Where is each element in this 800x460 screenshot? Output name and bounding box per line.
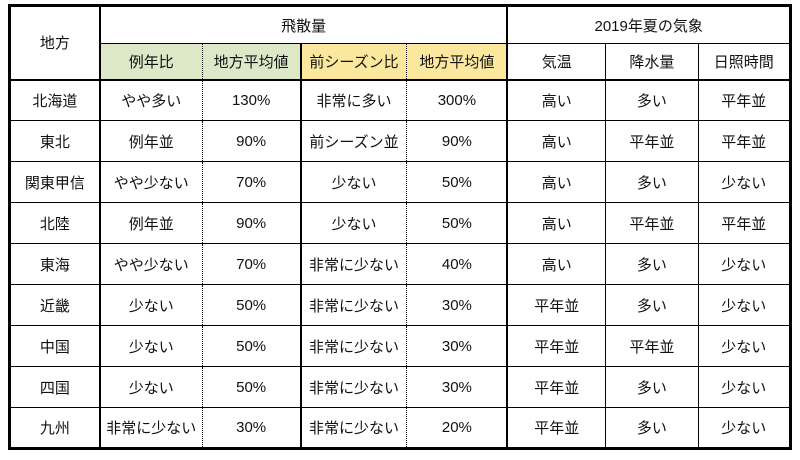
table-cell: 30% bbox=[406, 284, 509, 326]
table-cell: 平年並 bbox=[506, 284, 607, 326]
table-cell: 多い bbox=[605, 284, 699, 326]
table-row: 近畿 少ない 50% 非常に少ない 30% 平年並 多い 少ない bbox=[8, 284, 792, 326]
table-cell: 少ない bbox=[300, 161, 408, 203]
table-cell: 130% bbox=[201, 79, 302, 121]
table-cell: 50% bbox=[406, 202, 509, 244]
region-cell: 北陸 bbox=[8, 202, 101, 244]
table-cell: 90% bbox=[406, 120, 509, 162]
table-cell: 高い bbox=[506, 202, 607, 244]
header-regional-average-1: 地方平均値 bbox=[201, 43, 302, 81]
pollen-forecast-table: 地方 飛散量 2019年夏の気象 例年比 地方平均値 前シーズン比 地方平均値 … bbox=[8, 4, 792, 450]
header-precipitation: 降水量 bbox=[605, 43, 699, 81]
region-cell: 中国 bbox=[8, 325, 101, 367]
table-cell: 30% bbox=[406, 366, 509, 408]
table-cell: 高い bbox=[506, 120, 607, 162]
table-cell: 例年並 bbox=[99, 202, 203, 244]
table-cell: 平年並 bbox=[605, 202, 699, 244]
table-row: 関東甲信 やや少ない 70% 少ない 50% 高い 多い 少ない bbox=[8, 161, 792, 203]
region-cell: 九州 bbox=[8, 407, 101, 449]
header-temperature: 気温 bbox=[506, 43, 607, 81]
table-row: 北海道 やや多い 130% 非常に多い 300% 高い 多い 平年並 bbox=[8, 79, 792, 121]
table-cell: 300% bbox=[406, 79, 509, 121]
table-cell: 平年並 bbox=[605, 120, 699, 162]
table-row: 東北 例年並 90% 前シーズン並 90% 高い 平年並 平年並 bbox=[8, 120, 792, 162]
table-cell: 30% bbox=[201, 407, 302, 449]
table-cell: 50% bbox=[201, 284, 302, 326]
table-cell: 少ない bbox=[697, 366, 792, 408]
table-cell: 高い bbox=[506, 161, 607, 203]
region-cell: 近畿 bbox=[8, 284, 101, 326]
table-cell: 多い bbox=[605, 161, 699, 203]
table-row: 中国 少ない 50% 非常に少ない 30% 平年並 平年並 少ない bbox=[8, 325, 792, 367]
table-row: 北陸 例年並 90% 少ない 50% 高い 平年並 平年並 bbox=[8, 202, 792, 244]
table-header: 地方 飛散量 2019年夏の気象 例年比 地方平均値 前シーズン比 地方平均値 … bbox=[8, 5, 792, 81]
table-cell: 多い bbox=[605, 243, 699, 285]
table-cell: 例年並 bbox=[99, 120, 203, 162]
table-cell: 40% bbox=[406, 243, 509, 285]
region-cell: 北海道 bbox=[8, 79, 101, 121]
header-vs-average-year: 例年比 bbox=[99, 43, 203, 81]
header-vs-previous-season: 前シーズン比 bbox=[300, 43, 408, 81]
table-cell: 前シーズン並 bbox=[300, 120, 408, 162]
region-cell: 東海 bbox=[8, 243, 101, 285]
table-cell: 非常に少ない bbox=[300, 366, 408, 408]
table-row: 九州 非常に少ない 30% 非常に少ない 20% 平年並 多い 少ない bbox=[8, 407, 792, 449]
table-body: 北海道 やや多い 130% 非常に多い 300% 高い 多い 平年並 東北 例年並 90% 前シーズン… bbox=[8, 79, 792, 449]
table-cell: 平年並 bbox=[697, 120, 792, 162]
table-cell: 多い bbox=[605, 366, 699, 408]
table-cell: 非常に少ない bbox=[300, 325, 408, 367]
table-cell: 少ない bbox=[99, 366, 203, 408]
header-region: 地方 bbox=[8, 5, 101, 81]
region-cell: 四国 bbox=[8, 366, 101, 408]
group-header-row: 地方 飛散量 2019年夏の気象 bbox=[8, 5, 792, 81]
table-cell: 90% bbox=[201, 120, 302, 162]
table-cell: 多い bbox=[605, 407, 699, 449]
table-cell: 20% bbox=[406, 407, 509, 449]
header-regional-average-2: 地方平均値 bbox=[406, 43, 509, 81]
table-cell: 非常に少ない bbox=[300, 243, 408, 285]
table-cell: 非常に少ない bbox=[99, 407, 203, 449]
table-cell: 50% bbox=[406, 161, 509, 203]
table-cell: やや多い bbox=[99, 79, 203, 121]
header-group-dispersal: 飛散量 bbox=[99, 5, 509, 44]
table-cell: 少ない bbox=[697, 284, 792, 326]
table-cell: 少ない bbox=[99, 325, 203, 367]
table-row: 東海 やや少ない 70% 非常に少ない 40% 高い 多い 少ない bbox=[8, 243, 792, 285]
table-cell: 90% bbox=[201, 202, 302, 244]
table-cell: 少ない bbox=[697, 243, 792, 285]
table-cell: 少ない bbox=[697, 407, 792, 449]
table-cell: 平年並 bbox=[506, 407, 607, 449]
table-cell: 非常に多い bbox=[300, 79, 408, 121]
table-cell: 平年並 bbox=[697, 202, 792, 244]
table-cell: やや少ない bbox=[99, 243, 203, 285]
table-cell: 少ない bbox=[697, 161, 792, 203]
table-cell: 50% bbox=[201, 366, 302, 408]
table-cell: 平年並 bbox=[605, 325, 699, 367]
table-cell: 平年並 bbox=[506, 325, 607, 367]
table-cell: 少ない bbox=[300, 202, 408, 244]
table-cell: 高い bbox=[506, 79, 607, 121]
table-cell: 非常に少ない bbox=[300, 407, 408, 449]
table-cell: 平年並 bbox=[697, 79, 792, 121]
table-cell: 非常に少ない bbox=[300, 284, 408, 326]
table-cell: 高い bbox=[506, 243, 607, 285]
region-cell: 関東甲信 bbox=[8, 161, 101, 203]
header-sunshine-hours: 日照時間 bbox=[697, 43, 792, 81]
header-group-weather-2019: 2019年夏の気象 bbox=[506, 5, 792, 44]
sub-header-row: 例年比 地方平均値 前シーズン比 地方平均値 気温 降水量 日照時間 bbox=[10, 43, 792, 81]
table-cell: 少ない bbox=[99, 284, 203, 326]
table-cell: やや少ない bbox=[99, 161, 203, 203]
table-cell: 30% bbox=[406, 325, 509, 367]
table-cell: 70% bbox=[201, 161, 302, 203]
table-cell: 70% bbox=[201, 243, 302, 285]
region-cell: 東北 bbox=[8, 120, 101, 162]
table-cell: 50% bbox=[201, 325, 302, 367]
table-cell: 多い bbox=[605, 79, 699, 121]
table-cell: 平年並 bbox=[506, 366, 607, 408]
table-cell: 少ない bbox=[697, 325, 792, 367]
table-row: 四国 少ない 50% 非常に少ない 30% 平年並 多い 少ない bbox=[8, 366, 792, 408]
